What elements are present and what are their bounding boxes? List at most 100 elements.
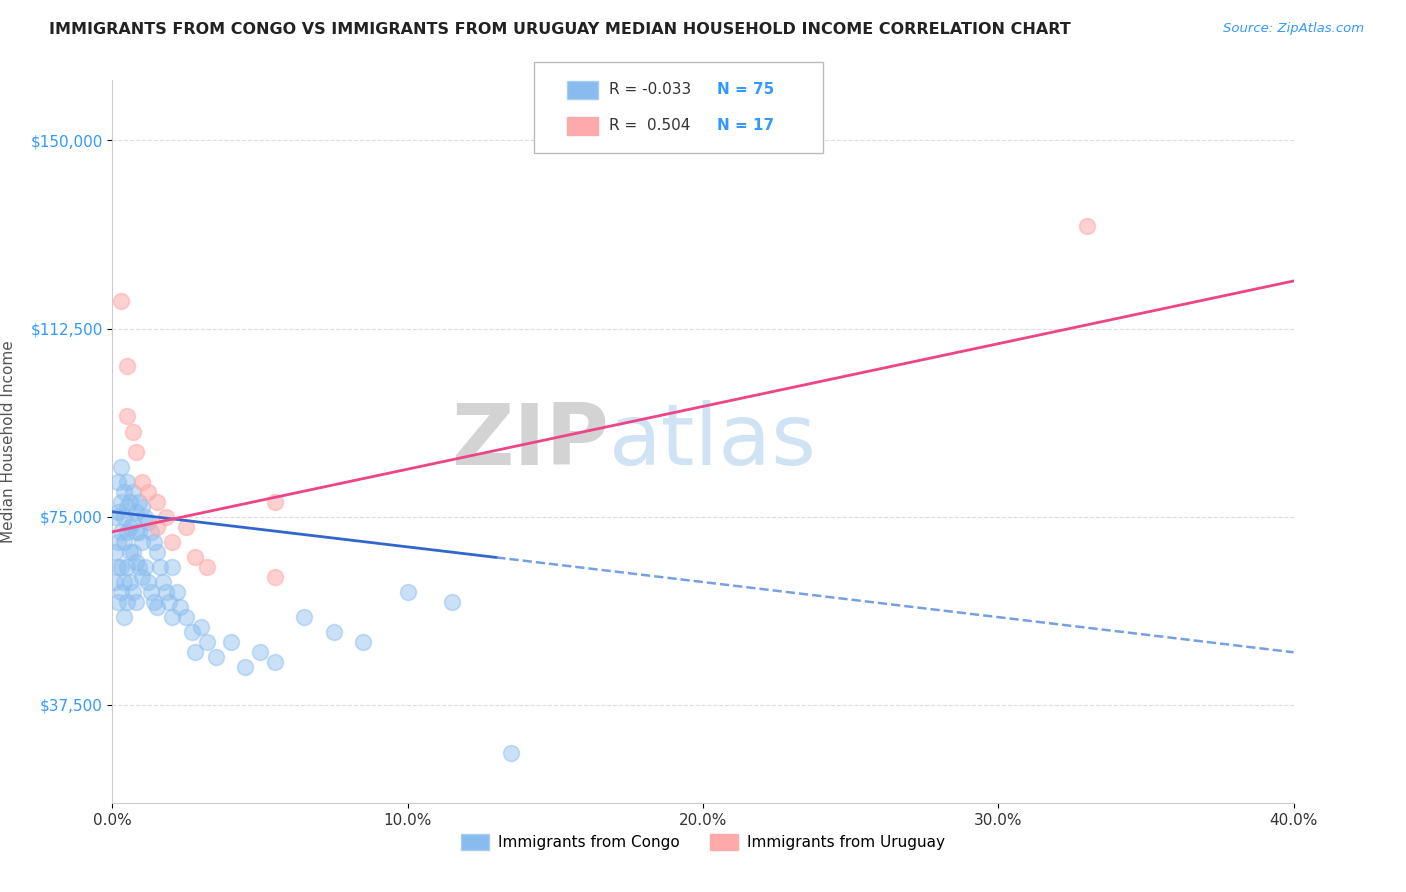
Point	[125, 555, 148, 569]
Point	[104, 509, 127, 524]
Point	[160, 560, 183, 574]
Point	[112, 534, 135, 549]
Point	[136, 515, 159, 529]
Point	[122, 425, 145, 439]
Point	[131, 534, 153, 549]
Point	[110, 293, 132, 308]
Point	[184, 645, 207, 659]
Point	[195, 560, 218, 574]
Point	[120, 494, 142, 508]
Point	[352, 635, 374, 649]
Point	[139, 585, 162, 599]
Point	[120, 520, 142, 534]
Text: atlas: atlas	[609, 400, 817, 483]
Point	[125, 524, 148, 539]
Point	[249, 645, 271, 659]
Point	[117, 500, 138, 514]
Text: ZIP: ZIP	[451, 400, 609, 483]
Point	[264, 655, 287, 669]
Point	[174, 520, 197, 534]
Point	[396, 585, 419, 599]
Point	[264, 494, 287, 508]
Point	[219, 635, 242, 649]
Point	[166, 585, 188, 599]
Point	[134, 509, 156, 524]
Point	[174, 610, 197, 624]
Point	[190, 620, 212, 634]
Point	[233, 660, 256, 674]
Point	[160, 610, 183, 624]
Point	[110, 494, 132, 508]
Point	[107, 595, 129, 609]
Point	[136, 484, 159, 499]
Point	[112, 509, 135, 524]
Point	[146, 520, 169, 534]
Point	[205, 650, 228, 665]
Point	[292, 610, 315, 624]
Point	[142, 595, 165, 609]
Y-axis label: Median Household Income: Median Household Income	[1, 340, 17, 543]
Point	[104, 545, 127, 559]
Point	[120, 545, 142, 559]
Text: R = -0.033: R = -0.033	[609, 82, 690, 97]
Point	[112, 484, 135, 499]
Point	[122, 545, 145, 559]
Point	[181, 625, 204, 640]
Point	[117, 560, 138, 574]
Point	[117, 595, 138, 609]
Point	[125, 595, 148, 609]
Point	[122, 515, 145, 529]
Point	[110, 585, 132, 599]
Point	[131, 570, 153, 584]
Point	[107, 505, 129, 519]
Point	[107, 475, 129, 489]
Point	[125, 444, 148, 458]
Point	[146, 545, 169, 559]
Point	[128, 524, 150, 539]
Point	[125, 505, 148, 519]
Point	[501, 746, 523, 760]
Point	[136, 574, 159, 589]
Point	[169, 600, 191, 615]
Point	[1076, 219, 1098, 233]
Point	[104, 574, 127, 589]
Point	[155, 585, 177, 599]
Point	[152, 574, 174, 589]
Point	[160, 534, 183, 549]
Point	[117, 475, 138, 489]
Point	[107, 534, 129, 549]
Point	[112, 610, 135, 624]
Point	[110, 524, 132, 539]
Point	[146, 600, 169, 615]
Point	[128, 560, 150, 574]
Point	[122, 484, 145, 499]
Point	[142, 534, 165, 549]
Point	[110, 459, 132, 474]
Text: N = 17: N = 17	[717, 119, 775, 134]
Point	[134, 560, 156, 574]
Point	[195, 635, 218, 649]
Point	[107, 560, 129, 574]
Point	[110, 560, 132, 574]
Point	[117, 359, 138, 374]
Point	[128, 494, 150, 508]
Legend: Immigrants from Congo, Immigrants from Uruguay: Immigrants from Congo, Immigrants from U…	[456, 829, 950, 856]
Text: IMMIGRANTS FROM CONGO VS IMMIGRANTS FROM URUGUAY MEDIAN HOUSEHOLD INCOME CORRELA: IMMIGRANTS FROM CONGO VS IMMIGRANTS FROM…	[49, 22, 1071, 37]
Point	[441, 595, 464, 609]
Point	[139, 524, 162, 539]
Point	[120, 574, 142, 589]
Text: Source: ZipAtlas.com: Source: ZipAtlas.com	[1223, 22, 1364, 36]
Point	[112, 574, 135, 589]
Point	[117, 409, 138, 424]
Point	[323, 625, 346, 640]
Point	[131, 500, 153, 514]
Point	[157, 595, 180, 609]
Point	[155, 509, 177, 524]
Point	[117, 524, 138, 539]
Point	[149, 560, 172, 574]
Point	[146, 494, 169, 508]
Text: R =  0.504: R = 0.504	[609, 119, 690, 134]
Point	[184, 549, 207, 564]
Text: N = 75: N = 75	[717, 82, 775, 97]
Point	[264, 570, 287, 584]
